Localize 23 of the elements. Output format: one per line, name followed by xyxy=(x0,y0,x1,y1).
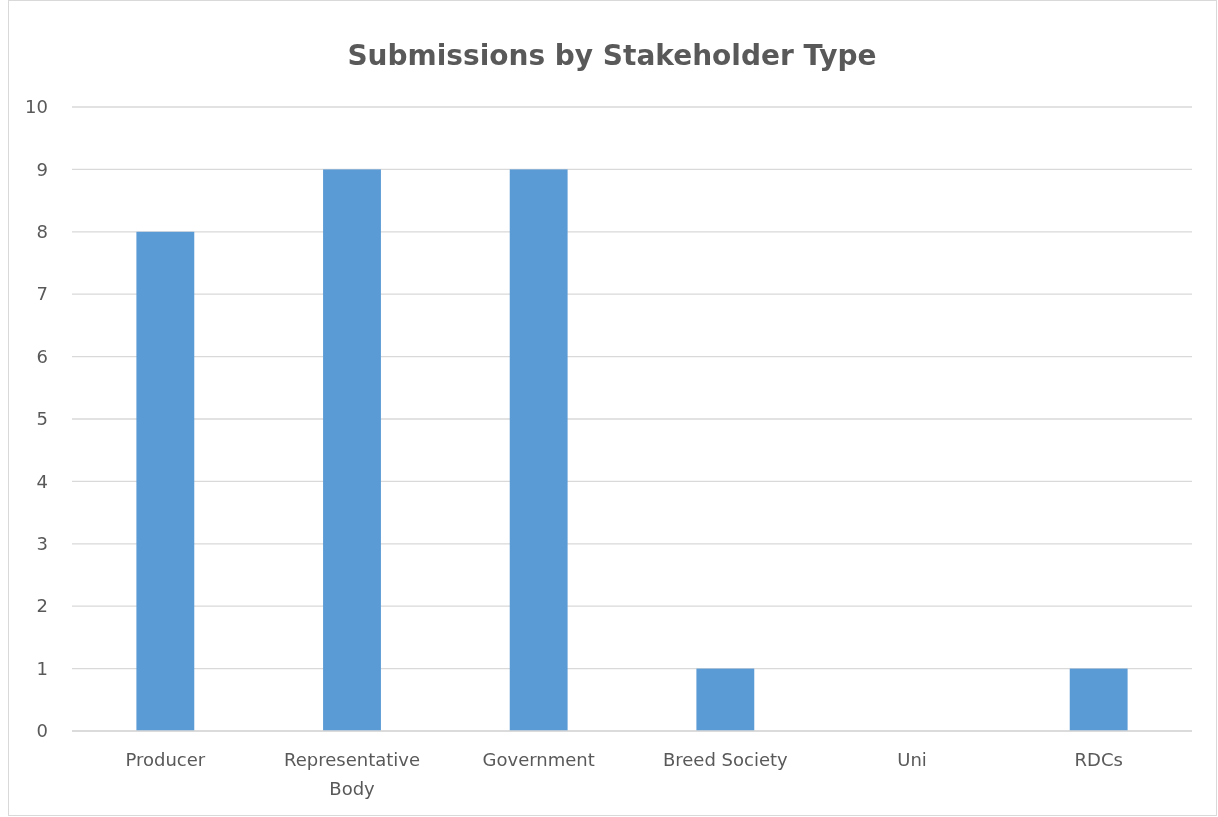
y-tick-label: 6 xyxy=(36,345,48,367)
x-tick-label: RDCs xyxy=(1074,748,1123,770)
y-tick-label: 0 xyxy=(36,720,48,742)
y-tick-label: 8 xyxy=(36,221,48,243)
y-tick-label: 9 xyxy=(36,158,48,180)
x-tick-label: Breed Society xyxy=(662,748,789,770)
y-tick-label: 2 xyxy=(36,595,48,617)
bar xyxy=(323,169,381,731)
bar xyxy=(509,169,568,731)
chart-title: Submissions by Stakeholder Type xyxy=(347,39,877,72)
y-tick-label: 4 xyxy=(36,470,48,492)
x-tick-label: Representative Body xyxy=(283,748,421,799)
bar xyxy=(136,231,195,731)
y-tick-label: 5 xyxy=(36,408,48,430)
y-tick-label: 7 xyxy=(36,283,48,305)
x-tick-label: Uni xyxy=(897,748,927,770)
x-tick-label: Producer xyxy=(125,748,206,770)
x-tick-label: Government xyxy=(482,748,595,770)
y-tick-label: 3 xyxy=(36,533,48,555)
y-tick-label: 1 xyxy=(36,657,48,679)
bar xyxy=(696,668,755,731)
y-tick-label: 10 xyxy=(25,96,48,118)
bar xyxy=(1069,668,1128,731)
